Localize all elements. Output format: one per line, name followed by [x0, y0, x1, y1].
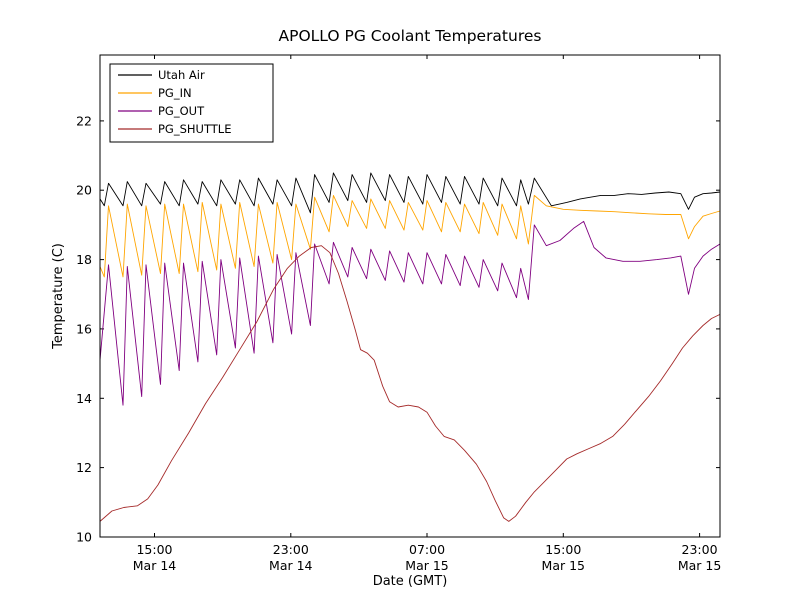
- series-line-utah-air: [99, 172, 721, 214]
- x-tick-date-label: Mar 15: [405, 558, 448, 573]
- y-axis-label: Temperature (C): [51, 243, 66, 350]
- y-tick-label: 10: [76, 530, 92, 545]
- y-tick-label: 18: [76, 252, 92, 267]
- x-tick-date-label: Mar 15: [678, 558, 721, 573]
- legend: Utah Air PG_IN PG_OUT PG_SHUTTLE: [109, 63, 274, 143]
- x-tick-time-label: 23:00: [273, 542, 309, 557]
- plot-border: [99, 54, 721, 538]
- x-axis-label: Date (GMT): [373, 574, 448, 589]
- series-line-pg-in: [99, 194, 721, 278]
- legend-label: PG_IN: [158, 86, 192, 100]
- legend-label: PG_SHUTTLE: [158, 122, 231, 136]
- series-line-pg-out: [99, 220, 721, 406]
- y-tick-label: 20: [76, 183, 92, 198]
- x-tick-date-label: Mar 14: [133, 558, 177, 573]
- y-tick-label: 12: [76, 460, 92, 475]
- y-tick-label: 22: [76, 113, 92, 128]
- x-tick-time-label: 15:00: [136, 542, 172, 557]
- plot-overlay: Utah Air PG_IN PG_OUT PG_SHUTTLE: [109, 63, 274, 143]
- legend-label: Utah Air: [158, 68, 205, 82]
- x-tick-time-label: 23:00: [682, 542, 718, 557]
- legend-label: PG_OUT: [158, 104, 205, 118]
- x-tick-time-label: 07:00: [409, 542, 445, 557]
- y-tick-label: 14: [76, 391, 92, 406]
- series-line-pg-shuttle: [99, 245, 721, 522]
- chart-title: APOLLO PG Coolant Temperatures: [279, 27, 542, 45]
- y-tick-label: 16: [76, 321, 92, 336]
- x-tick-date-label: Mar 14: [269, 558, 313, 573]
- x-tick-time-label: 15:00: [545, 542, 581, 557]
- x-tick-date-label: Mar 15: [542, 558, 585, 573]
